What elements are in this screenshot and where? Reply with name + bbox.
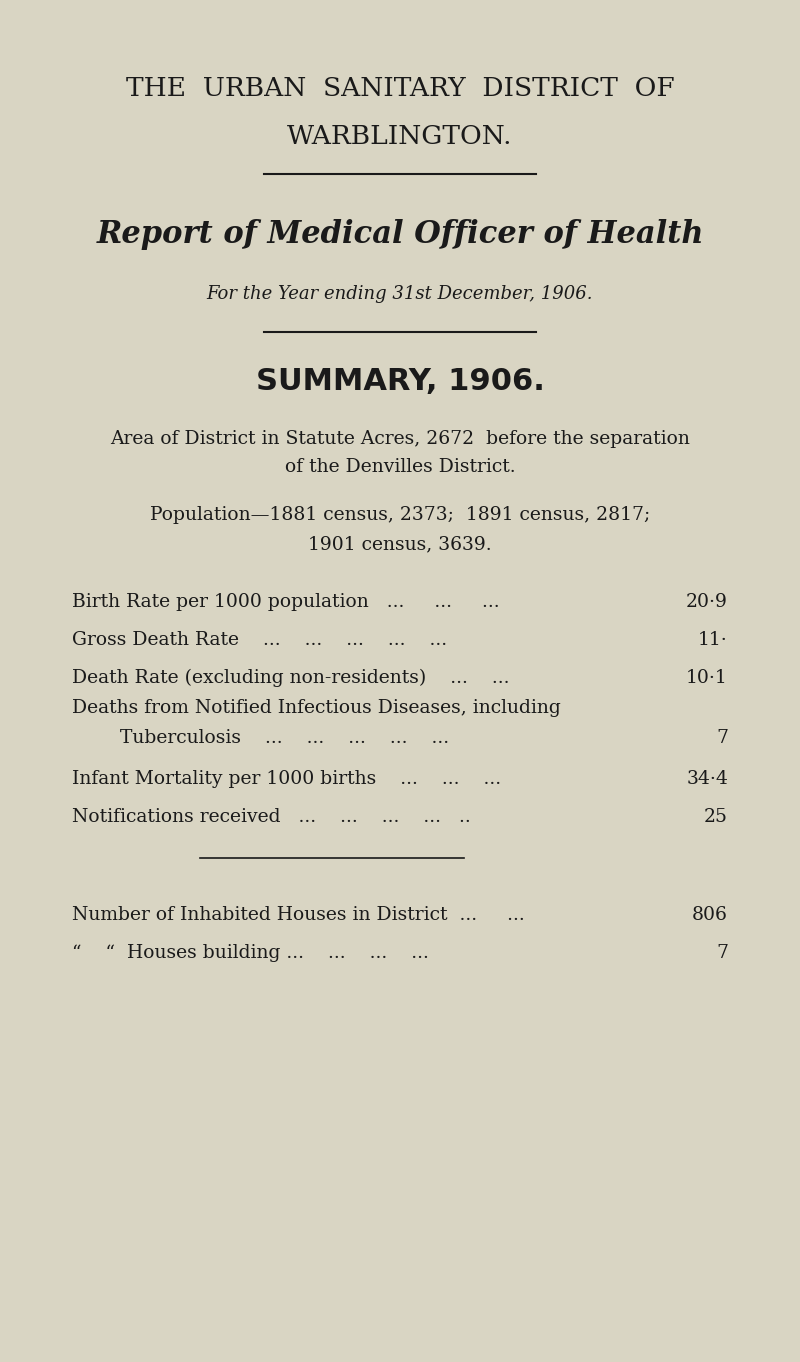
Text: Population—1881 census, 2373;  1891 census, 2817;: Population—1881 census, 2373; 1891 censu… bbox=[150, 505, 650, 524]
Text: Gross Death Rate    ...    ...    ...    ...    ...: Gross Death Rate ... ... ... ... ... bbox=[72, 631, 459, 650]
Text: 11·: 11· bbox=[698, 631, 728, 650]
Text: 34·4: 34·4 bbox=[686, 770, 728, 789]
Text: Tuberculosis    ...    ...    ...    ...    ...: Tuberculosis ... ... ... ... ... bbox=[120, 729, 449, 748]
Text: 25: 25 bbox=[704, 808, 728, 827]
Text: 10·1: 10·1 bbox=[686, 669, 728, 688]
Text: SUMMARY, 1906.: SUMMARY, 1906. bbox=[255, 366, 545, 396]
Text: Birth Rate per 1000 population   ...     ...     ...: Birth Rate per 1000 population ... ... .… bbox=[72, 592, 512, 612]
Text: Report of Medical Officer of Health: Report of Medical Officer of Health bbox=[96, 219, 704, 249]
Text: 20·9: 20·9 bbox=[686, 592, 728, 612]
Text: 1901 census, 3639.: 1901 census, 3639. bbox=[308, 535, 492, 554]
Text: WARBLINGTON.: WARBLINGTON. bbox=[287, 124, 513, 148]
Text: Deaths from Notified Infectious Diseases, including: Deaths from Notified Infectious Diseases… bbox=[72, 699, 561, 718]
Text: Notifications received   ...    ...    ...    ...   ..: Notifications received ... ... ... ... .… bbox=[72, 808, 477, 827]
Text: of the Denvilles District.: of the Denvilles District. bbox=[285, 458, 515, 477]
Text: 7: 7 bbox=[716, 944, 728, 963]
Text: Area of District in Statute Acres, 2672  before the separation: Area of District in Statute Acres, 2672 … bbox=[110, 429, 690, 448]
Text: 806: 806 bbox=[692, 906, 728, 925]
Text: For the Year ending 31st December, 1906.: For the Year ending 31st December, 1906. bbox=[206, 285, 594, 304]
Text: “    “  Houses building ...    ...    ...    ...: “ “ Houses building ... ... ... ... bbox=[72, 944, 441, 963]
Text: Infant Mortality per 1000 births    ...    ...    ...: Infant Mortality per 1000 births ... ...… bbox=[72, 770, 513, 789]
Text: 7: 7 bbox=[716, 729, 728, 748]
Text: Number of Inhabited Houses in District  ...     ...: Number of Inhabited Houses in District .… bbox=[72, 906, 537, 925]
Text: Death Rate (excluding non-residents)    ...    ...: Death Rate (excluding non-residents) ...… bbox=[72, 669, 522, 688]
Text: THE  URBAN  SANITARY  DISTRICT  OF: THE URBAN SANITARY DISTRICT OF bbox=[126, 76, 674, 101]
